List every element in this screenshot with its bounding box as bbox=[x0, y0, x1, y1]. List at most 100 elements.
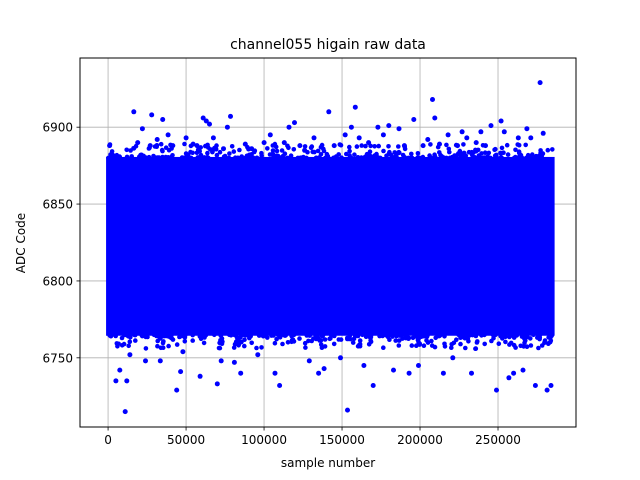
band-edge-point bbox=[277, 335, 283, 340]
band-edge-point bbox=[545, 147, 551, 153]
scatter-point bbox=[194, 143, 200, 149]
band-edge-point bbox=[160, 148, 165, 154]
band-edge-point bbox=[124, 147, 129, 153]
band-edge-point bbox=[319, 345, 325, 351]
band-edge-point bbox=[472, 155, 478, 160]
band-edge-point bbox=[158, 141, 164, 147]
scatter-point bbox=[520, 367, 526, 373]
band-edge-point bbox=[420, 155, 425, 160]
band-edge-point bbox=[127, 339, 133, 345]
band-edge-point bbox=[363, 143, 368, 149]
band-edge-point bbox=[279, 148, 285, 153]
scatter-point bbox=[160, 117, 166, 122]
band-edge-point bbox=[179, 333, 184, 339]
scatter-point bbox=[338, 355, 343, 361]
scatter-point bbox=[149, 112, 155, 118]
scatter-point bbox=[113, 378, 119, 384]
band-edge-point bbox=[265, 335, 270, 340]
scatter-point bbox=[375, 124, 381, 130]
band-edge-point bbox=[458, 153, 464, 158]
band-edge-point bbox=[124, 155, 130, 161]
band-edge-point bbox=[160, 345, 166, 351]
band-edge-point bbox=[396, 150, 401, 156]
band-edge-point bbox=[280, 341, 285, 347]
band-edge-point bbox=[243, 155, 248, 161]
scatter-point bbox=[165, 132, 171, 138]
band-edge-point bbox=[289, 339, 294, 345]
band-edge-point bbox=[281, 155, 286, 160]
band-edge-point bbox=[274, 148, 280, 154]
band-edge-point bbox=[429, 343, 435, 348]
scatter-point bbox=[190, 141, 196, 147]
band-edge-point bbox=[540, 151, 546, 156]
y-tick-label: 6750 bbox=[42, 351, 73, 365]
scatter-point bbox=[370, 383, 376, 388]
scatter-point bbox=[122, 409, 128, 415]
scatter-point bbox=[506, 375, 512, 381]
x-tick-label: 250000 bbox=[475, 433, 521, 447]
band-edge-point bbox=[432, 152, 437, 157]
y-axis-label: ADC Code bbox=[14, 213, 28, 273]
band-edge-point bbox=[163, 154, 168, 160]
band-edge-point bbox=[125, 333, 131, 339]
band-edge-point bbox=[415, 337, 421, 343]
scatter-point bbox=[107, 143, 113, 149]
band-edge-point bbox=[249, 340, 254, 346]
scatter-point bbox=[302, 147, 308, 153]
band-edge-point bbox=[500, 333, 505, 339]
band-edge-point bbox=[190, 332, 195, 338]
band-edge-point bbox=[152, 144, 158, 149]
band-edge-point bbox=[462, 155, 468, 160]
band-edge-point bbox=[227, 151, 232, 156]
band-edge-point bbox=[143, 346, 149, 351]
scatter-point bbox=[361, 363, 367, 368]
band-edge-point bbox=[116, 341, 121, 347]
band-edge-point bbox=[229, 144, 235, 149]
band-edge-point bbox=[291, 147, 297, 152]
scatter-point bbox=[255, 352, 261, 358]
dense-point-band bbox=[106, 141, 555, 352]
band-edge-point bbox=[214, 152, 220, 158]
scatter-point bbox=[386, 123, 392, 129]
band-edge-point bbox=[339, 155, 344, 160]
band-edge-point bbox=[195, 155, 201, 160]
band-edge-point bbox=[496, 341, 502, 347]
band-edge-point bbox=[126, 343, 131, 349]
scatter-point bbox=[342, 132, 348, 138]
band-edge-point bbox=[270, 143, 276, 148]
band-edge-point bbox=[219, 336, 225, 341]
band-edge-point bbox=[169, 154, 174, 160]
band-edge-point bbox=[154, 333, 159, 339]
scatter-point bbox=[178, 369, 184, 375]
scatter-point bbox=[147, 143, 153, 149]
scatter-point bbox=[242, 141, 248, 147]
scatter-point bbox=[207, 121, 212, 127]
band-edge-point bbox=[117, 155, 123, 161]
scatter-point bbox=[356, 135, 362, 141]
band-edge-point bbox=[518, 343, 523, 349]
band-edge-point bbox=[304, 155, 309, 161]
band-edge-point bbox=[486, 150, 492, 156]
scatter-point bbox=[416, 363, 421, 368]
band-edge-point bbox=[368, 339, 374, 345]
band-edge-point bbox=[357, 343, 363, 349]
band-edge-point bbox=[270, 148, 276, 153]
band-edge-point bbox=[231, 149, 237, 154]
band-edge-point bbox=[207, 147, 213, 152]
band-edge-point bbox=[346, 336, 351, 342]
band-edge-point bbox=[318, 338, 324, 343]
band-edge-point bbox=[331, 341, 337, 347]
band-edge-point bbox=[160, 154, 165, 160]
scatter-point bbox=[200, 115, 206, 121]
scatter-point bbox=[224, 124, 230, 130]
y-tick-label: 6850 bbox=[42, 198, 73, 212]
band-edge-point bbox=[323, 155, 328, 161]
band-edge-point bbox=[352, 152, 357, 157]
band-edge-point bbox=[249, 155, 255, 161]
band-edge-point bbox=[415, 155, 420, 160]
band-edge-point bbox=[351, 336, 357, 342]
x-tick-label: 100000 bbox=[241, 433, 287, 447]
band-edge-point bbox=[417, 341, 423, 346]
band-edge-point bbox=[453, 155, 459, 160]
